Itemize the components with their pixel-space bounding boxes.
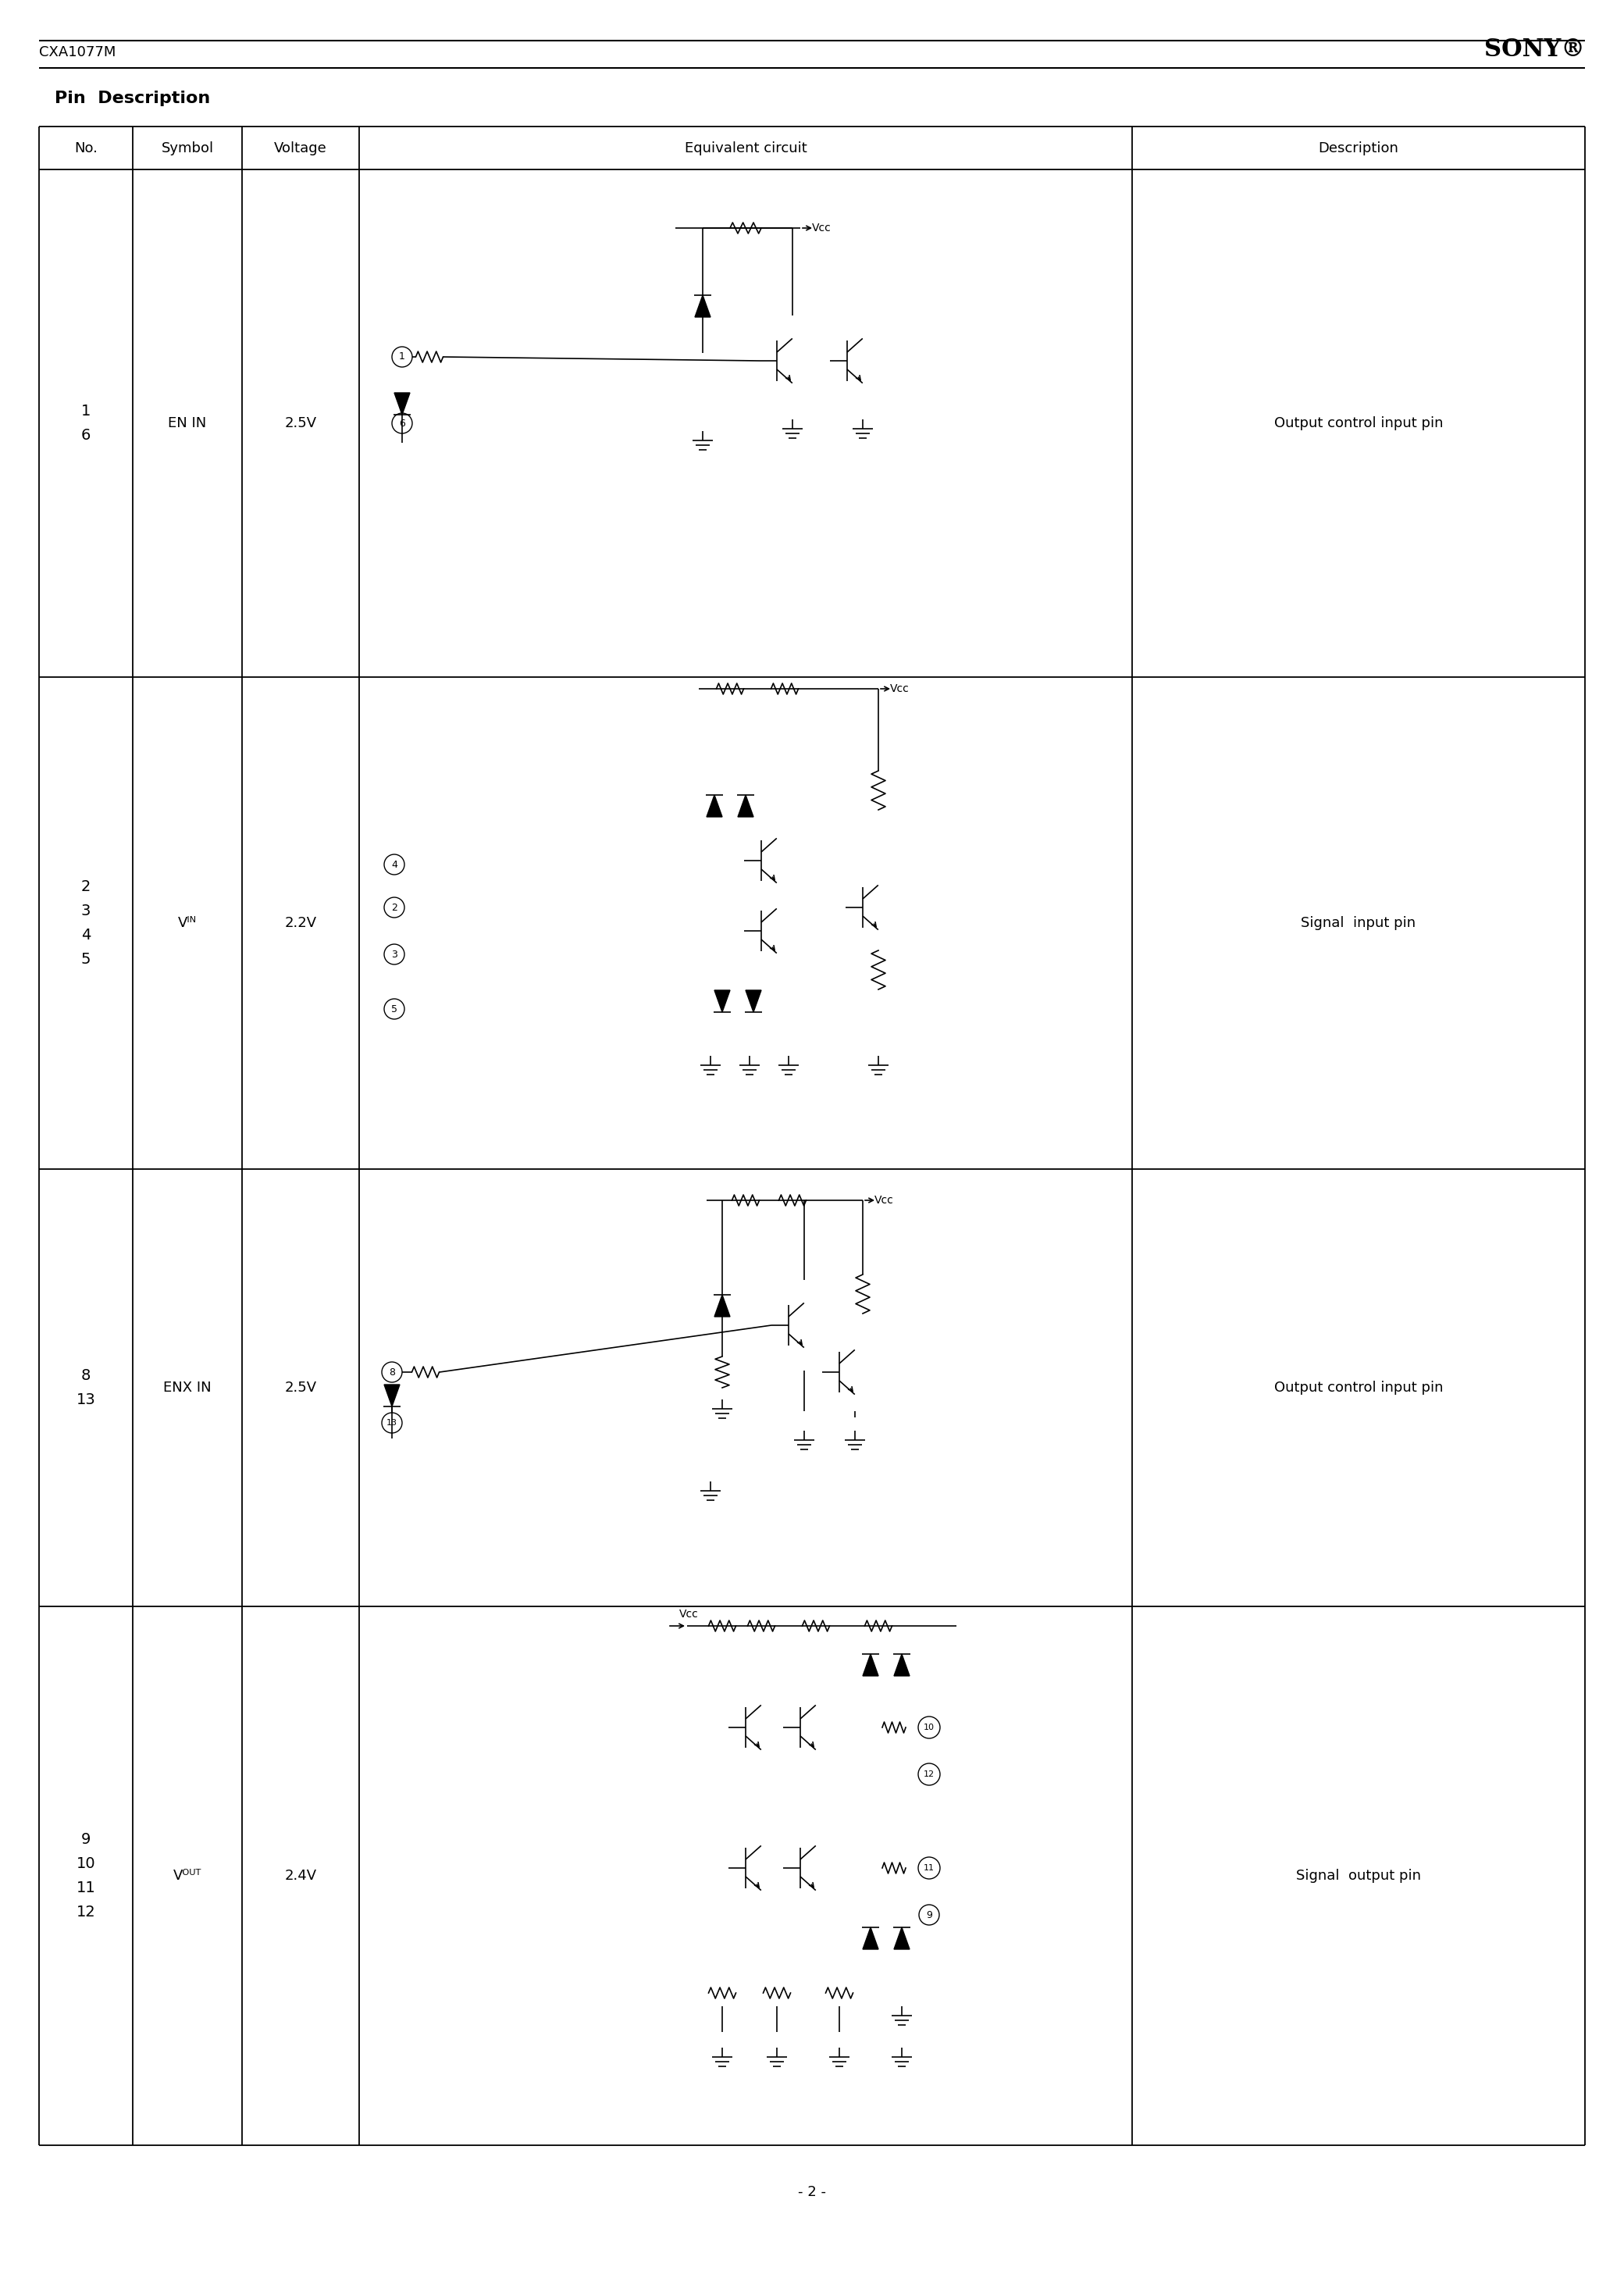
Polygon shape: [395, 392, 409, 415]
Polygon shape: [715, 991, 731, 1011]
Text: Vcc: Vcc: [812, 223, 831, 235]
Text: 2: 2: [391, 902, 398, 913]
Text: 10: 10: [924, 1724, 934, 1731]
Text: Description: Description: [1319, 141, 1398, 155]
Text: Output control input pin: Output control input pin: [1273, 417, 1444, 431]
Text: 2.5V: 2.5V: [284, 417, 317, 431]
Text: 1
6: 1 6: [81, 403, 91, 442]
Text: CXA1077M: CXA1077M: [39, 46, 115, 59]
Text: 2.4V: 2.4V: [284, 1868, 317, 1884]
Text: EN IN: EN IN: [169, 417, 206, 431]
Text: Voltage: Voltage: [274, 141, 326, 155]
Text: 2.2V: 2.2V: [284, 916, 317, 929]
Text: 8
13: 8 13: [76, 1369, 96, 1408]
Text: 9: 9: [926, 1909, 932, 1920]
Text: Equivalent circuit: Equivalent circuit: [684, 141, 807, 155]
Text: 13: 13: [387, 1419, 398, 1426]
Text: Symbol: Symbol: [161, 141, 214, 155]
Polygon shape: [737, 795, 754, 818]
Polygon shape: [893, 1927, 909, 1950]
Polygon shape: [715, 1294, 731, 1317]
Text: 4: 4: [391, 859, 398, 870]
Text: 8: 8: [388, 1367, 395, 1378]
Polygon shape: [385, 1385, 400, 1406]
Text: No.: No.: [75, 141, 97, 155]
Polygon shape: [695, 296, 710, 317]
Text: Vcc: Vcc: [890, 683, 909, 695]
Text: Pin  Description: Pin Description: [55, 91, 209, 107]
Polygon shape: [862, 1654, 879, 1677]
Text: Signal  output pin: Signal output pin: [1296, 1868, 1421, 1884]
Text: 9
10
11
12: 9 10 11 12: [76, 1832, 96, 1920]
Text: 12: 12: [924, 1770, 935, 1779]
Text: Signal  input pin: Signal input pin: [1301, 916, 1416, 929]
Text: Output control input pin: Output control input pin: [1273, 1380, 1444, 1394]
Polygon shape: [706, 795, 723, 818]
Text: 11: 11: [924, 1863, 934, 1873]
Text: Vcc: Vcc: [679, 1608, 698, 1620]
Text: 2.5V: 2.5V: [284, 1380, 317, 1394]
Text: Vcc: Vcc: [874, 1196, 893, 1205]
Text: ENX IN: ENX IN: [164, 1380, 211, 1394]
Text: Vᴵᴺ: Vᴵᴺ: [179, 916, 197, 929]
Polygon shape: [745, 991, 762, 1011]
Text: 5: 5: [391, 1005, 398, 1014]
Text: - 2 -: - 2 -: [797, 2185, 827, 2198]
Text: 1: 1: [400, 351, 404, 362]
Polygon shape: [893, 1654, 909, 1677]
Text: SONY®: SONY®: [1484, 36, 1585, 62]
Polygon shape: [862, 1927, 879, 1950]
Text: Vᴼᵁᵀ: Vᴼᵁᵀ: [174, 1868, 201, 1884]
Text: 3: 3: [391, 950, 398, 959]
Text: 2
3
4
5: 2 3 4 5: [81, 879, 91, 966]
Text: 6: 6: [400, 419, 404, 428]
